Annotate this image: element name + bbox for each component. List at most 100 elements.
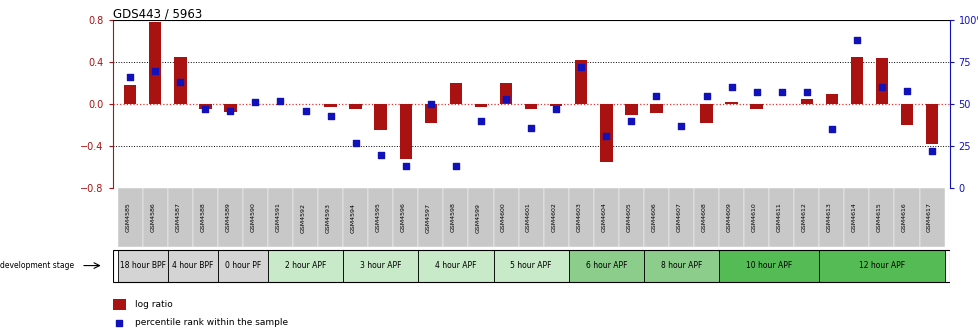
- Text: GSM4591: GSM4591: [275, 203, 281, 233]
- Text: log ratio: log ratio: [135, 300, 172, 309]
- Text: GSM4597: GSM4597: [425, 203, 430, 233]
- Text: GSM4617: GSM4617: [926, 203, 931, 233]
- Bar: [769, 188, 793, 247]
- Point: [222, 108, 238, 114]
- Bar: [243, 188, 268, 247]
- Bar: [668, 188, 693, 247]
- Bar: [343, 188, 368, 247]
- Bar: [843, 188, 868, 247]
- Bar: [500, 83, 511, 104]
- Point: [522, 125, 538, 130]
- Bar: [749, 104, 762, 110]
- Bar: [819, 250, 944, 282]
- Text: GSM4602: GSM4602: [551, 203, 556, 233]
- Bar: [718, 188, 743, 247]
- Bar: [117, 250, 167, 282]
- Bar: [800, 99, 812, 104]
- Text: GSM4609: GSM4609: [726, 203, 731, 233]
- Point: [898, 88, 913, 93]
- Bar: [167, 250, 218, 282]
- Bar: [424, 104, 437, 123]
- Text: GSM4595: GSM4595: [376, 203, 380, 233]
- Point: [122, 75, 138, 80]
- Bar: [443, 188, 468, 247]
- Point: [923, 149, 939, 154]
- Point: [323, 113, 338, 119]
- Bar: [343, 250, 418, 282]
- Point: [347, 140, 363, 145]
- Text: GSM4606: GSM4606: [650, 203, 655, 233]
- Text: GSM4611: GSM4611: [776, 203, 780, 233]
- Bar: [718, 250, 819, 282]
- Bar: [474, 104, 487, 107]
- Text: 6 hour APF: 6 hour APF: [585, 261, 626, 270]
- Text: GSM4590: GSM4590: [250, 203, 255, 233]
- Bar: [725, 102, 737, 104]
- Text: GSM4615: GSM4615: [876, 203, 881, 233]
- Bar: [693, 188, 718, 247]
- Text: 3 hour APF: 3 hour APF: [360, 261, 401, 270]
- Text: GSM4599: GSM4599: [475, 203, 480, 233]
- Bar: [793, 188, 819, 247]
- Text: GSM4601: GSM4601: [525, 203, 530, 233]
- Bar: [568, 250, 644, 282]
- Text: GSM4610: GSM4610: [751, 203, 756, 233]
- Point: [748, 90, 764, 95]
- Bar: [368, 188, 393, 247]
- Text: 8 hour APF: 8 hour APF: [660, 261, 701, 270]
- Text: GSM4613: GSM4613: [826, 203, 831, 233]
- Bar: [199, 104, 211, 110]
- Text: 2 hour APF: 2 hour APF: [285, 261, 326, 270]
- Point: [472, 118, 488, 124]
- Text: GSM4592: GSM4592: [300, 203, 305, 233]
- Bar: [268, 250, 343, 282]
- Text: GSM4598: GSM4598: [451, 203, 456, 233]
- Point: [422, 101, 438, 107]
- Text: 10 hour APF: 10 hour APF: [745, 261, 791, 270]
- Text: GSM4589: GSM4589: [225, 203, 230, 233]
- Bar: [524, 104, 537, 110]
- Bar: [375, 104, 386, 130]
- Point: [698, 93, 714, 98]
- Point: [823, 127, 839, 132]
- Text: 5 hour APF: 5 hour APF: [510, 261, 552, 270]
- Text: development stage: development stage: [0, 261, 74, 270]
- Point: [297, 108, 313, 114]
- Bar: [894, 188, 918, 247]
- Point: [373, 152, 388, 157]
- Point: [623, 118, 639, 124]
- Point: [198, 107, 213, 112]
- Bar: [318, 188, 343, 247]
- Text: GSM4612: GSM4612: [801, 203, 806, 233]
- Text: GSM4600: GSM4600: [501, 203, 506, 233]
- Bar: [224, 104, 237, 112]
- Bar: [850, 57, 863, 104]
- Text: GSM4593: GSM4593: [326, 203, 331, 233]
- Bar: [518, 188, 543, 247]
- Text: GSM4586: GSM4586: [150, 203, 156, 233]
- Bar: [418, 188, 443, 247]
- Point: [498, 96, 513, 102]
- Bar: [644, 250, 718, 282]
- Text: GSM4596: GSM4596: [400, 203, 406, 233]
- Bar: [449, 83, 462, 104]
- Bar: [143, 188, 167, 247]
- Bar: [149, 22, 161, 104]
- Bar: [574, 60, 587, 104]
- Bar: [399, 104, 412, 159]
- Text: GDS443 / 5963: GDS443 / 5963: [112, 7, 201, 20]
- Bar: [618, 188, 644, 247]
- Text: GSM4587: GSM4587: [175, 203, 180, 233]
- Point: [573, 65, 589, 70]
- Bar: [349, 104, 362, 110]
- Bar: [568, 188, 593, 247]
- Bar: [699, 104, 712, 123]
- Bar: [600, 104, 612, 162]
- Text: GSM4608: GSM4608: [701, 203, 706, 233]
- Bar: [124, 85, 136, 104]
- Bar: [824, 94, 837, 104]
- Point: [148, 68, 163, 73]
- Bar: [393, 188, 418, 247]
- Text: 12 hour APF: 12 hour APF: [858, 261, 904, 270]
- Point: [673, 123, 689, 129]
